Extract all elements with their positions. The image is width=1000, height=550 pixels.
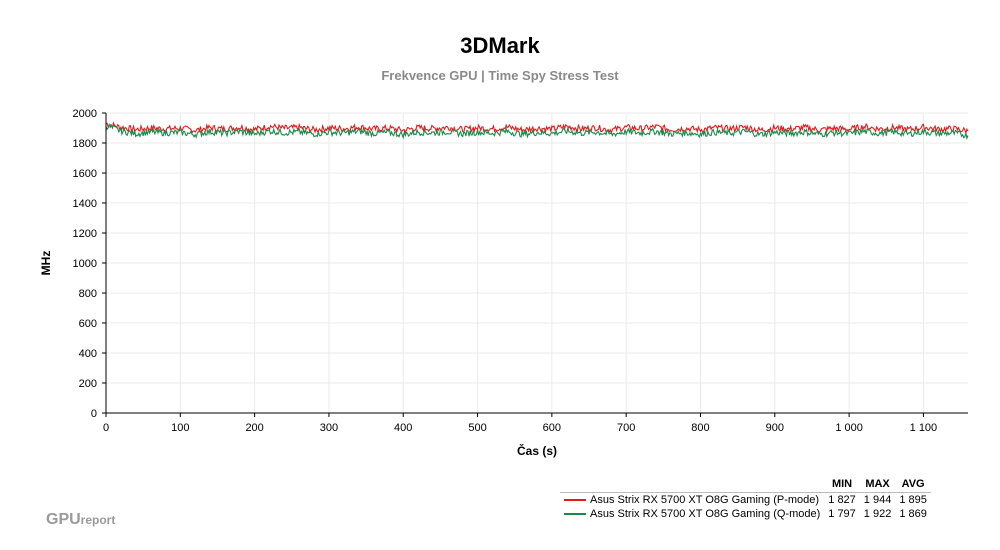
x-tick-label: 900 [766, 422, 784, 434]
y-tick-label: 1400 [73, 198, 97, 210]
legend-spacer [560, 478, 825, 493]
gpureport-logo: GPUreport [46, 511, 116, 528]
legend-row: Asus Strix RX 5700 XT O8G Gaming (Q-mode… [560, 507, 931, 521]
series-line-p-mode [105, 121, 969, 135]
y-tick-label: 1800 [73, 138, 97, 150]
y-tick-label: 200 [79, 378, 97, 390]
legend-label: Asus Strix RX 5700 XT O8G Gaming (P-mode… [590, 494, 820, 506]
legend-max: 1 944 [863, 494, 892, 506]
x-axis-label: Čas (s) [517, 443, 557, 458]
x-tick-label: 0 [103, 422, 109, 434]
legend-header-min: MIN [824, 478, 860, 493]
legend-table: MIN MAX AVG Asus Strix RX 5700 XT O8G Ga… [560, 478, 931, 521]
grid-lines [106, 112, 968, 413]
chart-subtitle: Frekvence GPU | Time Spy Stress Test [381, 68, 619, 83]
legend-swatch-green [564, 513, 586, 516]
y-tick-label: 2000 [73, 108, 97, 120]
legend-row: Asus Strix RX 5700 XT O8G Gaming (P-mode… [560, 493, 931, 508]
tick-labels: 0 200 400 600 800 1000 1200 1400 1600 1800 2000 0 10… [73, 108, 938, 434]
legend-min: 1 827 [828, 494, 856, 506]
legend-label: Asus Strix RX 5700 XT O8G Gaming (Q-mode… [590, 508, 821, 520]
x-tick-label: 800 [691, 422, 709, 434]
legend-series-name: Asus Strix RX 5700 XT O8G Gaming (P-mode… [560, 493, 824, 508]
series-line-q-mode [105, 122, 969, 141]
chart-title: 3DMark [460, 33, 540, 58]
legend-series-name: Asus Strix RX 5700 XT O8G Gaming (Q-mode… [560, 507, 824, 521]
x-tick-label: 1 000 [835, 422, 863, 434]
legend-header-max: MAX [859, 478, 896, 493]
x-tick-label: 600 [543, 422, 561, 434]
axes [102, 112, 968, 417]
legend-header-avg: AVG [895, 478, 931, 493]
x-tick-label: 500 [468, 422, 486, 434]
x-tick-label: 200 [245, 422, 263, 434]
legend-max: 1 922 [863, 508, 892, 520]
legend-avg: 1 869 [899, 508, 927, 520]
x-tick-label: 700 [617, 422, 635, 434]
x-tick-label: 100 [171, 422, 189, 434]
x-tick-label: 400 [394, 422, 412, 434]
series-lines [105, 121, 969, 141]
y-tick-label: 1600 [73, 168, 97, 180]
y-tick-label: 0 [91, 408, 97, 420]
y-tick-label: 600 [79, 318, 97, 330]
legend: MIN MAX AVG Asus Strix RX 5700 XT O8G Ga… [560, 478, 931, 521]
x-tick-label: 300 [320, 422, 338, 434]
legend-min: 1 797 [828, 508, 856, 520]
y-tick-label: 400 [79, 348, 97, 360]
y-tick-label: 800 [79, 288, 97, 300]
legend-avg: 1 895 [899, 494, 927, 506]
y-tick-label: 1000 [73, 258, 97, 270]
y-tick-label: 1200 [73, 228, 97, 240]
x-tick-label: 1 100 [910, 422, 938, 434]
y-axis-label: MHz [39, 251, 53, 276]
legend-swatch-red [564, 499, 586, 502]
